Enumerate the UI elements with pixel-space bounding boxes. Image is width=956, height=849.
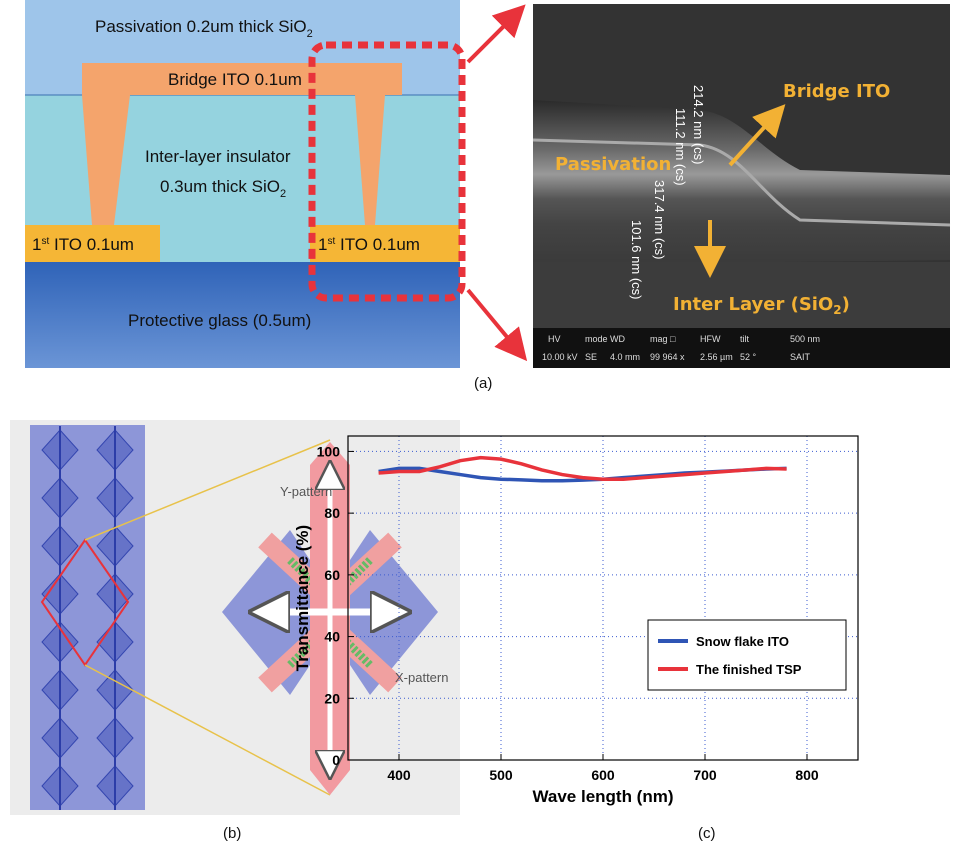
figure: Passivation 0.2um thick SiO2 Bridge ITO …: [0, 0, 956, 849]
y-tick-label: 0: [332, 752, 340, 768]
bridge-label: Bridge ITO 0.1um: [168, 70, 302, 89]
y-tick-label: 100: [317, 443, 341, 459]
info-value: 10.00 kV: [542, 352, 578, 362]
x-tick-label: 700: [693, 767, 717, 783]
info-value: 52 °: [740, 352, 757, 362]
pattern-diagram: Y-pattern X-pattern: [10, 420, 460, 815]
x-tick-label: 400: [387, 767, 411, 783]
caption: (a): [474, 375, 492, 392]
y-tick-label: 20: [324, 690, 340, 706]
info-header: HV: [548, 334, 561, 344]
measurement: 101.6 nm (cs): [629, 220, 644, 299]
info-value: 2.56 µm: [700, 352, 733, 362]
sem-label: Bridge ITO: [783, 81, 890, 102]
glass-label: Protective glass (0.5um): [128, 311, 311, 330]
sem-label: Inter Layer (SiO2): [673, 294, 850, 317]
pattern-strip: [30, 425, 145, 810]
info-header: mag □: [650, 334, 676, 344]
insulator-label: Inter-layer insulator: [145, 147, 291, 166]
page: { "panel_a": { "diagram": { "passivation…: [0, 0, 956, 849]
legend-label: The finished TSP: [696, 662, 802, 677]
info-value: SE: [585, 352, 597, 362]
info-header: 500 nm: [790, 334, 820, 344]
measurement: 111.2 nm (cs): [673, 108, 688, 186]
pattern-label: X-pattern: [395, 670, 448, 685]
info-header: HFW: [700, 334, 721, 344]
measurement: 317.4 nm (cs): [652, 180, 667, 259]
info-value: SAIT: [790, 352, 811, 362]
x-axis-label: Wave length (nm): [532, 787, 673, 806]
x-tick-label: 800: [795, 767, 819, 783]
y-tick-label: 60: [324, 567, 340, 583]
cross-section: Passivation 0.2um thick SiO2 Bridge ITO …: [25, 0, 522, 368]
info-header: mode: [585, 334, 608, 344]
sem-image: Bridge ITO Passivation Inter Layer (SiO2…: [533, 4, 950, 368]
zoom-arrow: [468, 10, 520, 62]
measurement: 214.2 nm (cs): [691, 85, 706, 164]
x-tick-label: 600: [591, 767, 615, 783]
y-axis-label: Transmittance (%): [293, 525, 312, 671]
y-tick-label: 40: [324, 629, 340, 645]
sem-label: Passivation: [555, 154, 671, 175]
y-tick-label: 80: [324, 505, 340, 521]
legend-box: [648, 620, 846, 690]
caption: (c): [698, 825, 716, 842]
info-header: tilt: [740, 334, 749, 344]
info-header: WD: [610, 334, 625, 344]
info-value: 4.0 mm: [610, 352, 640, 362]
pattern-label: Y-pattern: [280, 484, 332, 499]
caption: (b): [223, 825, 241, 842]
zoom-arrow: [468, 290, 522, 355]
x-tick-label: 500: [489, 767, 513, 783]
info-value: 99 964 x: [650, 352, 685, 362]
legend-label: Snow flake ITO: [696, 634, 789, 649]
